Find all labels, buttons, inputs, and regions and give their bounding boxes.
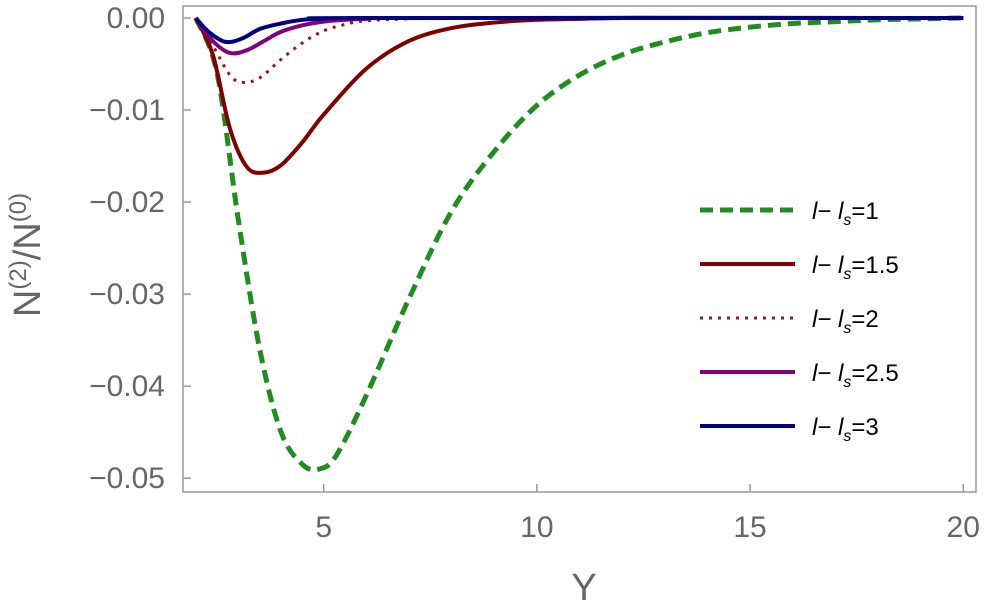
x-tick-label: 10 (520, 511, 553, 544)
y-tick-label: −0.01 (89, 94, 165, 127)
y-tick-label: −0.02 (89, 186, 165, 219)
series-line-5 (194, 15, 964, 45)
series-line-1 (193, 15, 964, 473)
x-tick-label: 20 (947, 511, 980, 544)
x-tick-label: 15 (733, 511, 766, 544)
plot-frame (182, 5, 977, 493)
legend-label-2: l− ls=1.5 (812, 252, 899, 283)
y-tick-label: −0.05 (89, 462, 165, 495)
y-tick-label: −0.04 (89, 370, 165, 403)
series-line-2 (193, 15, 964, 175)
legend-label-4: l− ls=2.5 (812, 360, 899, 391)
legend-label-3: l− ls=2 (812, 306, 879, 337)
y-tick-label: 0.00 (107, 2, 165, 35)
ticks: 5 10 15 20 0.00 −0.01 −0.02 −0.03 −0.04 −0.05 (89, 2, 980, 544)
y-axis-title: N(2)/N(0) (5, 193, 49, 317)
legend: l− ls=1 l− ls=1.5 l− ls=2 l− ls=2.5 l− ls=3 (700, 198, 899, 445)
y-tick-label: −0.03 (89, 278, 165, 311)
series-line-3 (194, 16, 964, 84)
series-layer (193, 15, 964, 473)
legend-label-5: l− ls=3 (812, 414, 879, 445)
x-axis-title: Y (571, 567, 596, 609)
x-tick-label: 5 (315, 511, 332, 544)
legend-label-1: l− ls=1 (812, 198, 879, 229)
